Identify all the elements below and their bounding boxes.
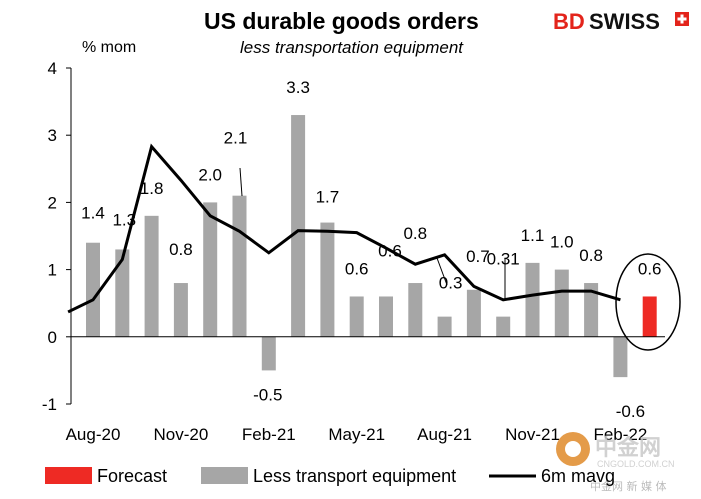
y-tick-label: 4: [48, 59, 57, 78]
brand-bd: BD: [553, 9, 585, 34]
bar: [144, 215, 159, 337]
bar: [379, 296, 393, 337]
y-ticks: 4 3 2 1 0 -1: [42, 59, 71, 414]
bar: [408, 283, 423, 337]
x-tick-label: Aug-20: [66, 425, 121, 444]
bar: [291, 115, 306, 337]
data-label: 3.3: [286, 78, 310, 97]
cngold-watermark: 中金网 CNGOLD.COM.CN 中金网 新 媒 体: [556, 432, 675, 493]
swiss-cross-icon: [675, 12, 689, 26]
data-label: 0.6: [638, 259, 662, 278]
data-label: 0.6: [378, 241, 402, 260]
bdswiss-logo: BD SWISS: [553, 9, 689, 34]
leader-line-sep21: [436, 257, 448, 286]
data-label: 0.8: [403, 224, 427, 243]
x-tick-label: Aug-21: [417, 425, 472, 444]
data-label: 1.8: [140, 179, 164, 198]
data-label: 1.7: [316, 188, 340, 207]
legend-label-forecast: Forecast: [97, 466, 167, 486]
watermark-sub: 中金网 新 媒 体: [590, 479, 667, 493]
y-axis-label: % mom: [82, 39, 136, 56]
data-label: 1.4: [81, 204, 105, 223]
data-label: 0.3: [439, 274, 463, 293]
bar: [437, 316, 452, 337]
data-label: 0.7: [466, 247, 490, 266]
bar: [584, 283, 599, 337]
data-label: 1.0: [550, 233, 574, 252]
chart-title: US durable goods orders: [204, 8, 479, 34]
bar: [203, 202, 218, 337]
y-tick-label: 3: [48, 126, 57, 145]
data-label: 0.31: [487, 250, 520, 269]
legend-swatch-forecast: [45, 467, 92, 484]
data-label: 0.8: [169, 240, 193, 259]
y-tick-label: 0: [48, 328, 57, 347]
leader-line-feb21: [239, 167, 243, 197]
bar: [554, 269, 569, 337]
x-tick-label: Nov-20: [153, 425, 208, 444]
bar: [261, 336, 276, 371]
data-labels: 1.4 1.31.80.82.02.1-0.53.31.70.60.60.80.3…: [81, 78, 661, 421]
legend-label-mavg: 6m mavg: [541, 466, 615, 486]
bar: [525, 262, 540, 337]
data-label: -0.6: [616, 402, 645, 421]
data-label: 2.1: [224, 129, 248, 148]
y-tick-label: -1: [42, 395, 57, 414]
x-tick-label: Nov-21: [505, 425, 560, 444]
bars: [86, 115, 657, 378]
data-label: -0.5: [253, 385, 282, 404]
forecast-circle: [615, 253, 681, 351]
bar: [320, 222, 335, 337]
bar: [86, 242, 100, 337]
bar: [115, 249, 130, 337]
x-tick-label: Feb-21: [242, 425, 296, 444]
brand-swiss: SWISS: [589, 9, 660, 34]
x-ticks: Aug-20 Nov-20 Feb-21 May-21 Aug-21 Nov-21 Feb-…: [66, 425, 648, 444]
data-label: 0.8: [579, 246, 603, 265]
bar: [613, 336, 628, 378]
chart-subtitle: less transportation equipment: [240, 38, 464, 57]
legend-swatch-transport: [201, 467, 248, 484]
x-tick-label: Feb-22: [593, 425, 647, 444]
data-label: 1.3: [112, 210, 136, 229]
data-label: 0.6: [345, 259, 369, 278]
y-tick-label: 1: [48, 261, 57, 280]
watermark-cn: 中金网: [595, 435, 661, 461]
legend: Forecast Less transport equipment 6m mav…: [45, 466, 615, 486]
bar: [496, 316, 511, 337]
y-tick-label: 2: [48, 193, 57, 212]
bar: [232, 195, 247, 337]
bar: [466, 289, 481, 337]
bar: [349, 296, 364, 337]
x-tick-label: May-21: [328, 425, 385, 444]
data-label: 2.0: [198, 165, 222, 184]
legend-label-transport: Less transport equipment: [253, 466, 456, 486]
watermark-en: CNGOLD.COM.CN: [597, 459, 675, 469]
forecast-bar: [642, 296, 657, 337]
data-label: 1.1: [521, 226, 545, 245]
mavg-line: [67, 143, 621, 314]
bar: [173, 283, 188, 337]
